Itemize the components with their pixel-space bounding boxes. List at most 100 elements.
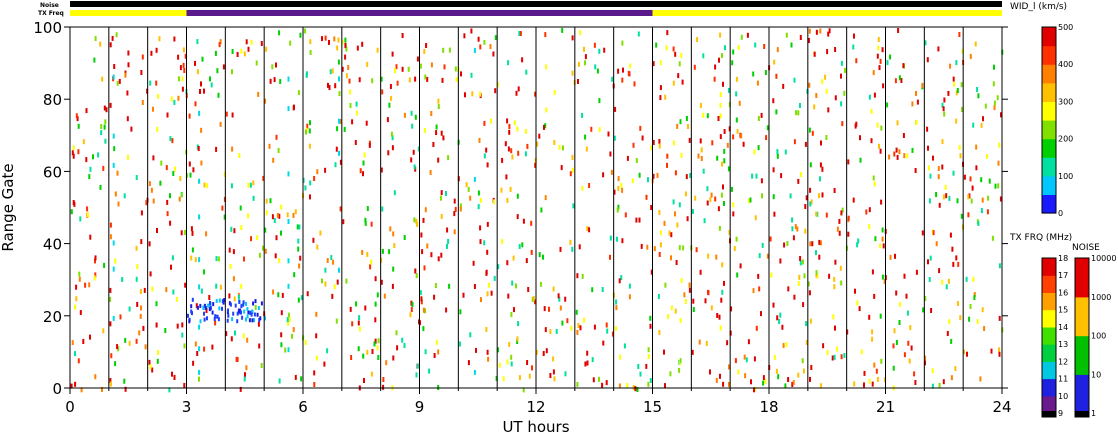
data-cell <box>216 314 219 319</box>
data-cell <box>152 106 154 112</box>
data-cell <box>483 240 486 246</box>
data-cell <box>664 94 667 100</box>
data-cell <box>180 230 183 236</box>
data-cell <box>552 286 555 292</box>
data-cell <box>188 319 191 324</box>
data-cell <box>505 174 508 180</box>
data-cell <box>190 255 193 261</box>
data-cell <box>109 42 112 48</box>
data-cell <box>871 269 874 275</box>
x-tick-label: 3 <box>182 398 192 416</box>
data-cell <box>433 294 436 300</box>
width-colorbar-swatch <box>1042 138 1056 158</box>
data-cell <box>870 138 873 144</box>
data-cell <box>833 188 836 193</box>
data-cell <box>260 41 263 46</box>
data-cell <box>577 323 580 328</box>
data-cell <box>238 299 241 304</box>
data-cell <box>647 347 650 353</box>
data-cell <box>800 172 802 177</box>
data-cell <box>428 368 431 374</box>
data-cell <box>533 299 536 305</box>
data-cell <box>937 174 940 180</box>
data-cell <box>726 340 729 346</box>
data-cell <box>231 49 234 54</box>
data-cell <box>242 300 245 305</box>
data-cell <box>688 287 691 293</box>
data-cell <box>142 325 145 331</box>
data-cell <box>984 103 987 109</box>
data-cell <box>977 221 980 226</box>
data-cell <box>730 306 733 312</box>
data-cell <box>502 376 505 382</box>
data-cell <box>895 290 898 296</box>
data-cell <box>588 227 591 233</box>
data-cell <box>74 304 77 310</box>
data-cell <box>818 239 821 245</box>
data-cell <box>258 252 261 258</box>
data-cell <box>993 100 996 106</box>
data-cell <box>228 293 231 299</box>
data-cell <box>70 383 73 389</box>
data-cell <box>245 301 247 306</box>
data-cell <box>942 194 945 200</box>
data-cell <box>772 302 775 308</box>
data-cell <box>191 247 194 253</box>
data-cell <box>952 170 955 176</box>
data-cell <box>273 218 276 223</box>
data-cell <box>724 45 726 51</box>
data-cell <box>258 318 261 322</box>
data-cell <box>645 363 648 369</box>
data-cell <box>264 227 267 233</box>
data-cell <box>880 199 883 205</box>
data-cell <box>287 283 290 289</box>
data-cell <box>208 295 211 300</box>
data-cell <box>692 298 695 304</box>
data-cell <box>831 355 834 361</box>
data-cell <box>722 184 724 190</box>
data-cell <box>455 77 458 82</box>
data-cell <box>386 117 389 123</box>
data-cell <box>602 340 605 346</box>
txfreq-bar <box>70 10 1002 16</box>
data-cell <box>355 301 358 307</box>
data-cell <box>802 368 805 374</box>
data-cell <box>895 340 898 345</box>
data-cell <box>256 235 259 241</box>
data-cell <box>109 381 112 387</box>
data-cell <box>201 56 204 62</box>
data-cell <box>506 118 509 124</box>
data-cell <box>647 177 649 183</box>
data-cell <box>102 328 105 334</box>
data-cell <box>391 283 394 289</box>
data-cell <box>657 294 660 299</box>
data-cell <box>264 98 267 104</box>
data-cell <box>506 260 509 266</box>
data-cell <box>78 271 81 277</box>
data-cell <box>942 379 945 385</box>
data-cell <box>948 195 951 201</box>
data-cell <box>709 197 712 203</box>
data-cell <box>274 253 277 259</box>
data-cell <box>181 76 184 82</box>
data-cell <box>511 154 514 160</box>
data-cell <box>766 125 769 131</box>
data-cell <box>581 112 584 118</box>
data-cell <box>797 281 800 286</box>
data-cell <box>834 325 836 331</box>
data-cell <box>269 198 272 204</box>
data-cell <box>673 140 675 146</box>
txfreq-colorbar-tick: 10 <box>1058 392 1068 401</box>
data-cell <box>198 178 201 184</box>
data-cell <box>968 193 971 199</box>
data-cell <box>287 171 290 177</box>
data-cell <box>679 317 682 323</box>
data-cell <box>950 375 953 381</box>
data-cell <box>611 76 614 82</box>
data-cell <box>169 136 172 142</box>
data-cell <box>559 246 562 252</box>
data-cell <box>223 298 226 302</box>
data-cell <box>853 381 856 387</box>
data-cell <box>94 272 97 278</box>
data-cell <box>394 68 396 74</box>
